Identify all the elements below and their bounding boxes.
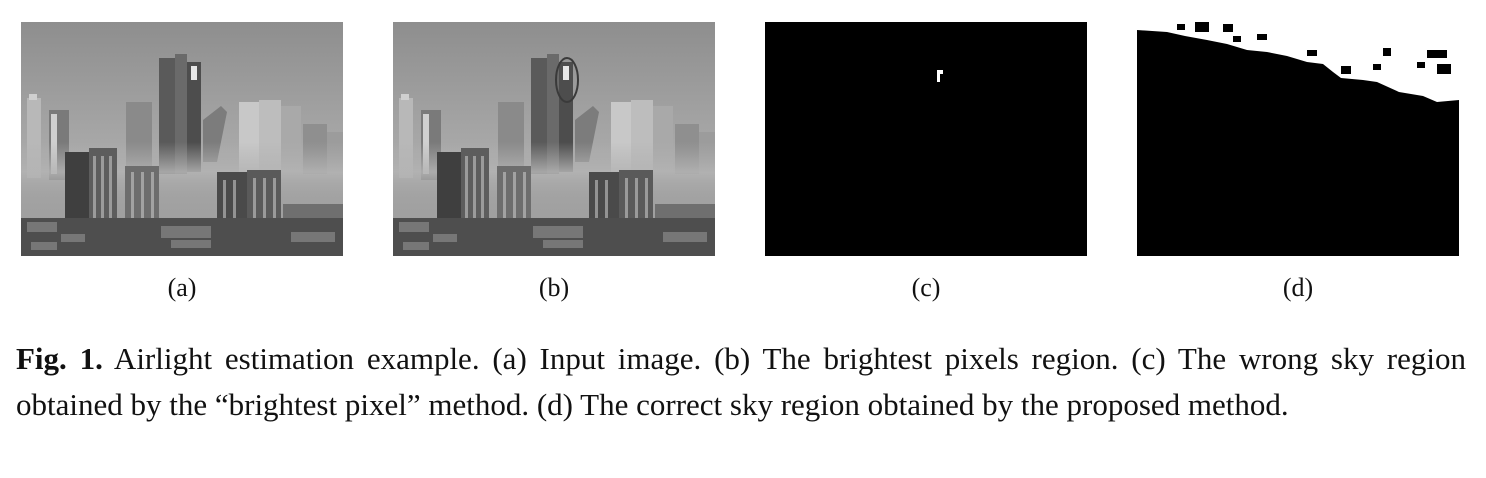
- figure-caption: Fig. 1. Airlight estimation example. (a)…: [16, 336, 1466, 428]
- figure-number: Fig. 1.: [16, 341, 103, 376]
- caption-text: Airlight estimation example. (a) Input i…: [16, 341, 1466, 422]
- skyline-with-circle-image: [393, 22, 715, 256]
- tiny-bright-region: [937, 70, 943, 82]
- wrong-sky-mask-image: [765, 22, 1087, 256]
- sky-region: [1137, 22, 1459, 102]
- panel-a-label: (a): [167, 273, 197, 302]
- panel-c-label: (c): [911, 273, 941, 302]
- panel-d-label: (d): [1282, 273, 1314, 302]
- panel-d-correct-sky-mask: [1137, 22, 1459, 256]
- correct-sky-mask-image: [1137, 22, 1459, 256]
- panel-c-wrong-sky-mask: [765, 22, 1087, 256]
- hazy-skyline-image: [21, 22, 343, 256]
- panel-b-brightest-region: [393, 22, 715, 256]
- panel-a-input-image: [21, 22, 343, 256]
- panel-b-label: (b): [538, 273, 570, 302]
- brightest-pixels-circle: [555, 57, 579, 103]
